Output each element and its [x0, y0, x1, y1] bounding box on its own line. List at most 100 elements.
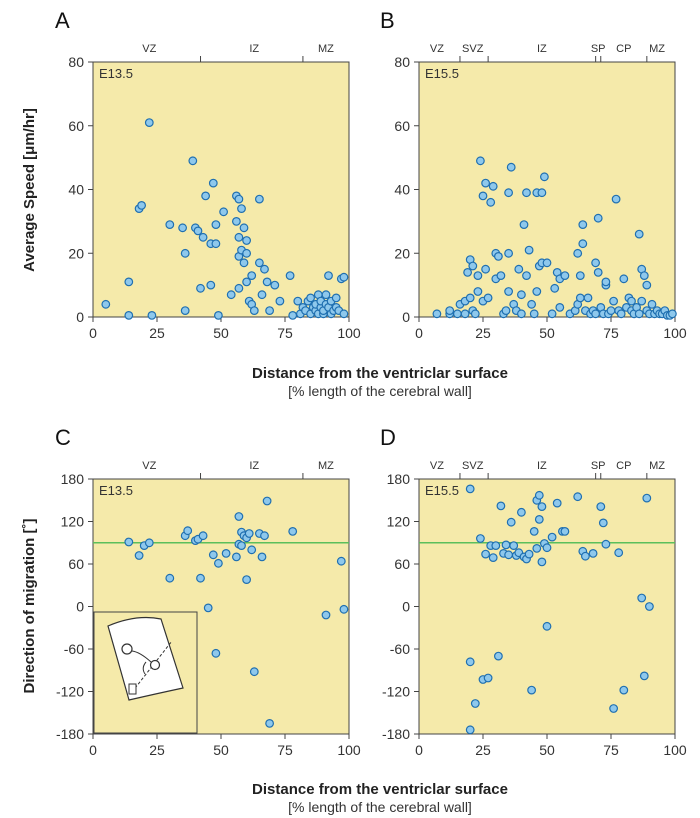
- y-tick-label-d: 0: [402, 599, 410, 615]
- data-point-c: [208, 550, 218, 560]
- data-point-b: [468, 261, 478, 271]
- data-point-a: [324, 271, 333, 281]
- x-axis-title-bottom: Distance from the ventriclar surface: [252, 781, 508, 798]
- data-point-b: [473, 287, 483, 296]
- zone-label-b: SP: [591, 43, 606, 55]
- zone-label-c: VZ: [142, 460, 156, 472]
- x-tick-label-b: 75: [603, 325, 619, 341]
- data-point-b: [524, 245, 534, 255]
- plot-area-a: [92, 61, 350, 318]
- data-point-d: [465, 725, 475, 735]
- data-point-d: [542, 543, 552, 553]
- data-point-d: [491, 541, 501, 550]
- data-point-a: [188, 156, 198, 166]
- data-point-a: [226, 290, 236, 300]
- data-point-a: [201, 191, 211, 201]
- data-point-a: [270, 280, 280, 290]
- x-tick-label-a: 0: [89, 325, 97, 341]
- y-tick-label-c: -180: [56, 726, 84, 742]
- data-point-c: [237, 541, 246, 550]
- panel-letter-c: C: [55, 425, 71, 450]
- y-tick-label-a: 20: [68, 245, 84, 261]
- y-tick-label-d: 180: [387, 471, 411, 487]
- x-tick-label-c: 50: [213, 742, 229, 758]
- data-point-d: [552, 498, 562, 508]
- data-point-a: [239, 223, 249, 233]
- data-point-b: [517, 290, 526, 300]
- plot-area-d: [418, 478, 676, 735]
- data-point-d: [488, 553, 498, 562]
- y-tick-label-b: 0: [402, 309, 410, 325]
- panel-letter-d: D: [380, 425, 396, 450]
- data-point-b: [506, 162, 516, 172]
- data-point-b: [591, 309, 600, 319]
- panel-b: B E15.5 VZ SVZ IZ SP CP MZ 0 20 40 60 80 0 25 50 75 1…: [380, 8, 687, 341]
- data-point-a: [137, 200, 147, 210]
- stage-label-c: E13.5: [99, 483, 133, 498]
- data-point-c: [221, 549, 231, 558]
- data-point-b: [522, 188, 531, 198]
- data-point-c: [247, 545, 257, 555]
- data-point-d: [529, 527, 539, 536]
- data-point-a: [275, 296, 285, 306]
- y-tick-label-c: 0: [76, 599, 84, 615]
- data-point-b: [542, 258, 552, 268]
- data-point-a: [165, 220, 175, 230]
- data-point-a: [198, 232, 208, 242]
- data-point-d: [560, 527, 570, 536]
- y-tick-label-a: 80: [68, 54, 84, 70]
- y-tick-label-b: 80: [394, 54, 410, 70]
- data-point-b: [634, 229, 644, 239]
- data-point-c: [242, 575, 252, 584]
- x-tick-label-d: 0: [415, 742, 423, 758]
- x-tick-label-b: 0: [415, 325, 423, 341]
- data-point-b: [496, 271, 506, 281]
- x-axis-subtitle-top: [% length of the cerebral wall]: [288, 383, 472, 399]
- data-point-c: [257, 552, 267, 562]
- data-point-b: [481, 178, 491, 188]
- data-point-a: [339, 272, 349, 282]
- data-point-a: [265, 306, 275, 316]
- x-ticks-d: 0 25 50 75 100: [415, 734, 687, 758]
- y-tick-label-d: 120: [387, 514, 411, 530]
- data-point-b: [619, 274, 629, 284]
- x-tick-label-d: 25: [475, 742, 491, 758]
- stage-label-d: E15.5: [425, 483, 459, 498]
- x-axis-title-top: Distance from the ventriclar surface: [252, 365, 508, 382]
- zone-label-c: MZ: [318, 460, 334, 472]
- x-tick-label-d: 50: [539, 742, 555, 758]
- data-point-d: [504, 550, 514, 560]
- data-point-a: [234, 283, 244, 293]
- y-tick-label-a: 40: [68, 182, 84, 198]
- data-point-d: [537, 557, 547, 567]
- data-point-b: [611, 194, 621, 204]
- data-point-b: [647, 299, 657, 309]
- data-point-c: [211, 648, 221, 658]
- data-point-d: [506, 517, 516, 527]
- data-point-c: [144, 538, 154, 548]
- data-point-a: [124, 277, 134, 287]
- y-tick-label-c: 120: [61, 514, 85, 530]
- x-axis-subtitle-bottom: [% length of the cerebral wall]: [288, 799, 472, 815]
- data-point-d: [619, 685, 629, 695]
- y-ticks-b: 0 20 40 60 80: [394, 54, 419, 325]
- zone-label-a: MZ: [318, 43, 334, 55]
- data-point-d: [537, 502, 547, 512]
- data-point-a: [262, 277, 272, 287]
- data-point-a: [254, 194, 264, 204]
- panel-d: D E15.5 VZ SVZ IZ SP CP MZ -180 -120 -60 0 60 120 1…: [380, 425, 687, 758]
- data-point-a: [260, 264, 269, 274]
- data-point-a: [285, 271, 295, 281]
- data-point-a: [178, 223, 188, 233]
- data-point-c: [196, 573, 205, 583]
- data-point-a: [288, 311, 298, 320]
- zone-label-d: VZ: [430, 460, 444, 472]
- x-tick-label-c: 0: [89, 742, 97, 758]
- zone-label-b: IZ: [537, 43, 547, 55]
- data-point-b: [593, 213, 603, 223]
- data-point-b: [593, 268, 603, 277]
- data-point-b: [550, 283, 560, 293]
- data-point-b: [517, 309, 526, 319]
- data-point-b: [529, 309, 539, 319]
